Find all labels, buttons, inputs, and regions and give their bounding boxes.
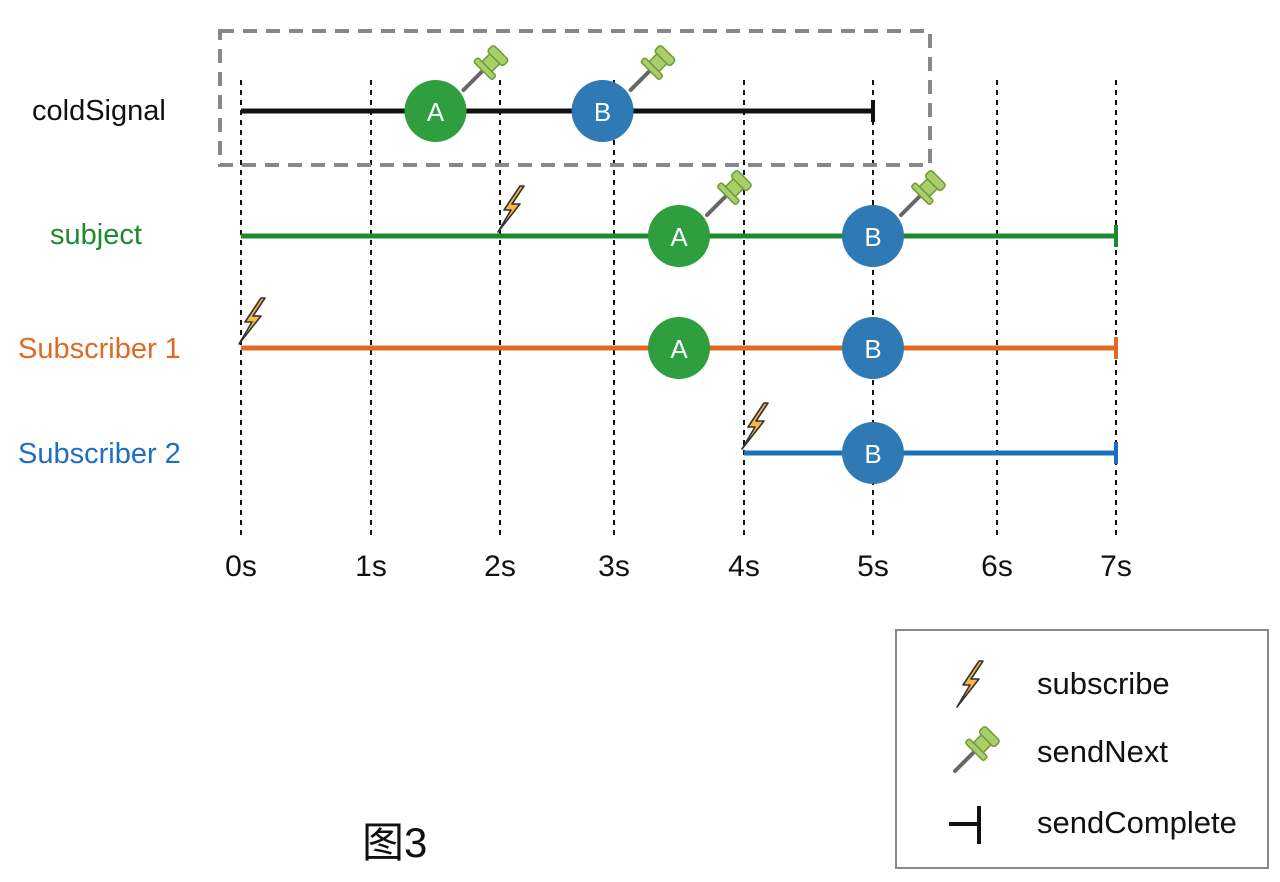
pushpin-icon [899, 166, 950, 217]
marble-value: B [864, 334, 881, 364]
marble-circle [648, 205, 710, 267]
pushpin-icon [461, 41, 513, 92]
tick-label: 3s [598, 550, 630, 583]
tick-label: 5s [857, 550, 889, 583]
marble-value: B [594, 97, 611, 127]
marble-value: B [864, 222, 881, 252]
legend-label-sendcomplete: sendComplete [1037, 805, 1237, 840]
event-marble: B [571, 41, 680, 142]
marble-value: A [670, 334, 688, 364]
marble-circle [404, 80, 467, 142]
pushpin-icon [953, 722, 1004, 773]
pushpin-icon [628, 41, 680, 92]
legend-label-sendnext: sendNext [1037, 734, 1168, 769]
marble-value: A [427, 97, 445, 127]
tick-label: 6s [981, 550, 1013, 583]
tick-label: 4s [728, 550, 760, 583]
marble-circle [571, 80, 634, 142]
marble-circle [842, 317, 904, 379]
time-gridlines [240, 80, 1117, 535]
tick-label: 7s [1100, 550, 1132, 583]
row-label-coldSignal: coldSignal [32, 95, 166, 127]
event-marble: A [404, 41, 513, 142]
marble-circle [842, 422, 904, 484]
pushpin-icon [705, 166, 756, 217]
lightning-icon [956, 660, 984, 708]
row-subscriber2: B [741, 402, 1118, 484]
event-marble: A [648, 166, 756, 267]
marble-value: B [864, 439, 881, 469]
lightning-icon [238, 297, 266, 345]
lightning-icon [497, 185, 525, 233]
row-label-subject: subject [50, 219, 142, 251]
legend-label-subscribe: subscribe [1037, 666, 1170, 701]
marble-value: A [670, 222, 688, 252]
event-marble: B [842, 422, 904, 484]
tick-label: 0s [225, 550, 257, 583]
event-marble: B [842, 166, 950, 267]
row-label-subscriber2: Subscriber 2 [18, 438, 181, 470]
timeline-rows: A BA BA BB [238, 41, 1118, 484]
cold-signal-highlight-box [218, 29, 932, 167]
marble-circle [648, 317, 710, 379]
row-label-subscriber1: Subscriber 1 [18, 333, 181, 365]
event-marble: A [648, 317, 710, 379]
legend: subscribe sendNext sendComplete [895, 629, 1269, 869]
lightning-icon [741, 402, 769, 450]
legend-icons [949, 660, 1004, 844]
figure-caption: 图3 [362, 819, 428, 866]
tick-label: 1s [355, 550, 387, 583]
event-marble: B [842, 317, 904, 379]
complete-bar-icon [949, 806, 981, 844]
tick-label: 2s [484, 550, 516, 583]
marble-circle [842, 205, 904, 267]
